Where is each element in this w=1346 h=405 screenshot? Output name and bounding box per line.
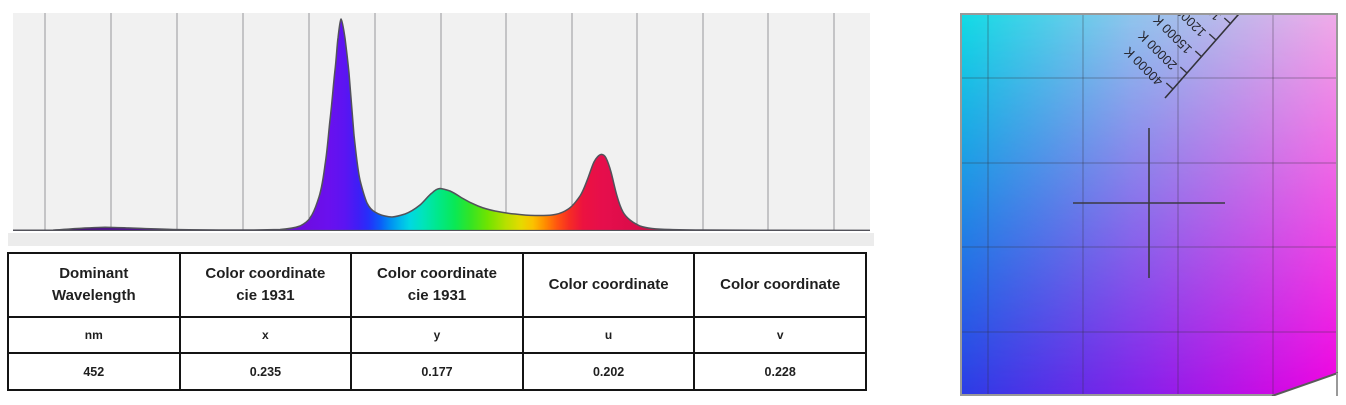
chromaticity-diagram: 40000 K 20000 K 15000 K 12000 K 10000 K	[960, 13, 1338, 396]
unit-cell: nm	[7, 316, 181, 354]
diagram-border	[960, 13, 1338, 396]
value-cell: 0.228	[693, 352, 867, 391]
value-cell: 0.202	[521, 352, 696, 391]
chromaticity-svg: 40000 K 20000 K 15000 K 12000 K 10000 K	[960, 13, 1338, 396]
spectral-curve	[12, 18, 871, 232]
gamut-edge-notch	[1271, 372, 1338, 396]
cct-tick-marks	[1165, 17, 1232, 90]
vertical-gridlines	[44, 13, 835, 230]
header-cie1931-x: Color coordinate cie 1931	[178, 252, 353, 318]
value-cell: 0.235	[178, 352, 353, 391]
header-dominant-wavelength: Dominant Wavelength	[7, 252, 181, 318]
header-coordinate-u: Color coordinate	[521, 252, 696, 318]
unit-cell: x	[178, 316, 353, 354]
spectrum-svg	[12, 13, 871, 232]
measurement-crosshair-marker	[1073, 128, 1225, 278]
table-value-row: 452 0.235 0.177 0.202 0.228	[7, 352, 867, 391]
unit-cell: y	[350, 316, 524, 354]
spectrum-chart	[12, 13, 871, 232]
table-unit-row: nm x y u v	[7, 316, 867, 354]
value-cell: 0.177	[350, 352, 524, 391]
color-results-table: Dominant Wavelength Color coordinate cie…	[7, 252, 867, 391]
header-cie1931-y: Color coordinate cie 1931	[350, 252, 524, 318]
value-cell: 452	[7, 352, 181, 391]
table-header-row: Dominant Wavelength Color coordinate cie…	[7, 252, 867, 318]
unit-cell: v	[693, 316, 867, 354]
chart-bottom-shadow	[8, 233, 874, 246]
unit-cell: u	[521, 316, 696, 354]
header-coordinate-v: Color coordinate	[693, 252, 867, 318]
